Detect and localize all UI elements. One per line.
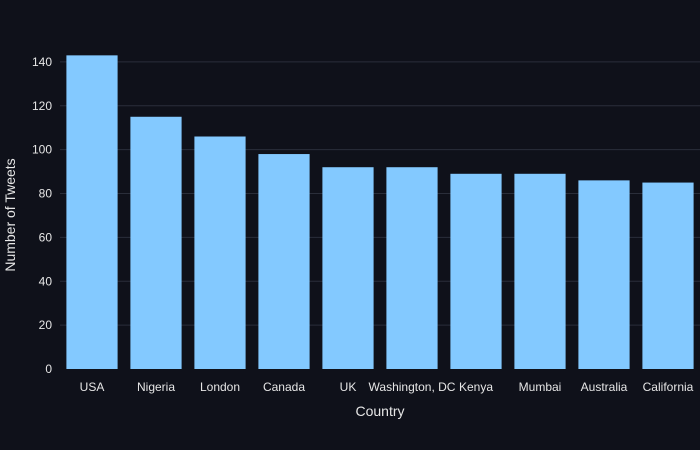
y-tick-label: 80	[39, 187, 53, 201]
bars	[66, 55, 694, 370]
y-tick-label: 120	[32, 99, 52, 113]
bar-mumbai	[514, 173, 566, 369]
x-tick-label: Mumbai	[519, 380, 562, 394]
x-tick-label: Australia	[581, 380, 628, 394]
y-tick-labels: 0 20 40 60 80 100 120 140	[32, 55, 52, 376]
x-tick-label: Kenya	[459, 380, 493, 394]
x-axis-title: Country	[355, 403, 404, 419]
y-tick-label: 0	[45, 362, 52, 376]
x-tick-label: Canada	[263, 380, 305, 394]
y-tick-label: 20	[39, 318, 53, 332]
bar-australia	[578, 180, 630, 369]
x-tick-label: Washington, DC	[369, 380, 456, 394]
bar-usa	[66, 55, 118, 369]
y-tick-label: 140	[32, 55, 52, 69]
y-tick-label: 100	[32, 143, 52, 157]
bar-washington-dc	[386, 167, 438, 369]
bar-nigeria	[130, 116, 182, 370]
x-tick-label: UK	[340, 380, 357, 394]
bar-california	[642, 182, 694, 369]
y-axis-title: Number of Tweets	[2, 158, 18, 271]
y-tick-label: 60	[39, 230, 53, 244]
x-tick-label: Nigeria	[137, 380, 175, 394]
bar-kenya	[450, 173, 502, 369]
x-tick-labels: USA Nigeria London Canada UK Washington, DC Ke…	[80, 380, 694, 394]
x-tick-label: London	[200, 380, 240, 394]
y-tick-label: 40	[39, 274, 53, 288]
x-tick-label: USA	[80, 380, 105, 394]
bar-canada	[258, 154, 310, 369]
x-tick-label: California	[643, 380, 694, 394]
bar-london	[194, 136, 246, 369]
bar-uk	[322, 167, 374, 369]
